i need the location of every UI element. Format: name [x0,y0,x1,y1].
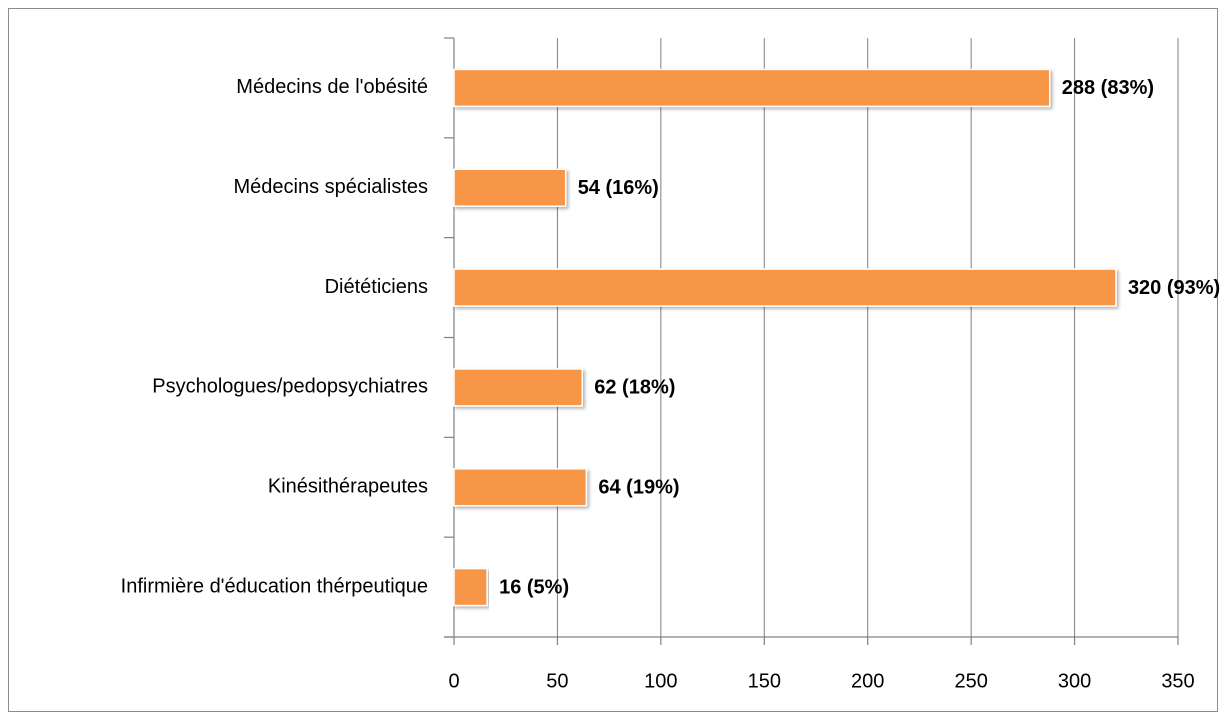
chart-border [8,8,1218,712]
y-tick-label: Diététiciens [325,276,428,298]
x-tick-label: 0 [448,670,459,692]
x-tick-label: 350 [1161,670,1194,692]
value-label: 62 (18%) [594,377,675,399]
y-tick-label: Psychologues/pedopsychiatres [152,376,428,398]
value-label: 320 (93%) [1128,277,1220,299]
bar [453,567,488,607]
value-label: 16 (5%) [499,576,569,598]
bar [453,68,1051,108]
x-tick-label: 300 [1058,670,1091,692]
x-tick-label: 100 [644,670,677,692]
x-tick-label: 50 [546,670,568,692]
x-tick-label: 250 [954,670,987,692]
value-label: 288 (83%) [1062,77,1154,99]
bar [453,468,588,507]
bar [453,268,1117,307]
value-label: 54 (16%) [578,177,659,199]
bar [453,168,567,207]
y-tick-label: Kinésithérapeutes [268,476,428,498]
bar [453,368,584,407]
value-label: 64 (19%) [598,477,679,499]
y-tick-label: Médecins de l'obésité [236,76,428,98]
y-tick-label: Médecins spécialistes [233,176,428,198]
x-tick-label: 150 [748,670,781,692]
x-tick-label: 200 [851,670,884,692]
y-tick-label: Infirmière d'éducation thérpeutique [121,575,428,597]
